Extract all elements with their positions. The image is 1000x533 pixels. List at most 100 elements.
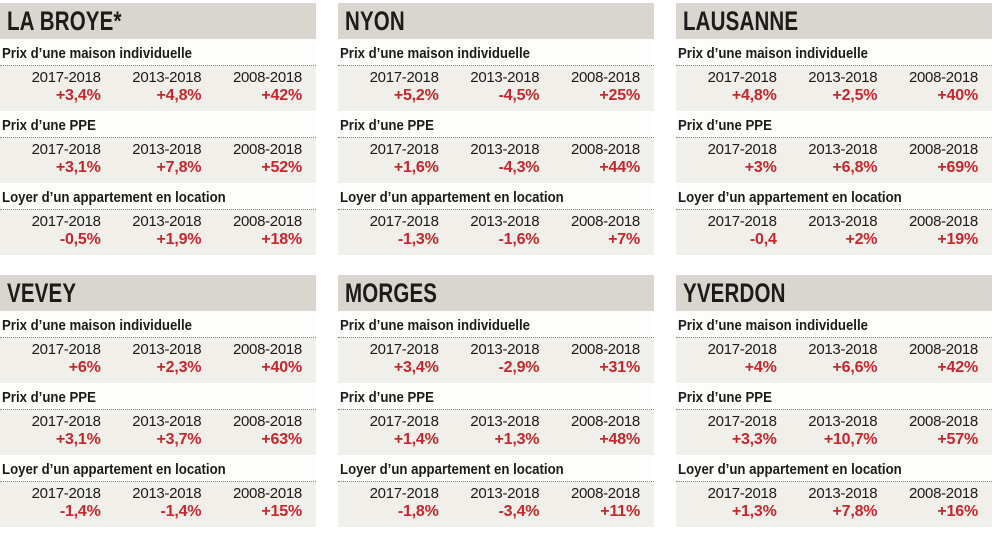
period-cell: 2017-2018 (369, 341, 439, 358)
value-cell: +6,8% (832, 159, 878, 176)
metric-section: Prix d’une PPE 2017-2018 2013-2018 2008-… (338, 383, 654, 455)
metric-label: Prix d’une maison individuelle (340, 45, 530, 62)
value-row: +4% +6,6% +42% (676, 358, 978, 377)
city-name: YVERDON (683, 277, 786, 308)
metric-label: Prix d’une PPE (340, 389, 434, 406)
value-cell: -1,4% (59, 503, 101, 520)
period-cell: 2017-2018 (707, 213, 777, 230)
metric-label: Loyer d’un appartement en location (2, 461, 226, 478)
period-cell: 2013-2018 (808, 485, 878, 502)
metric-section: Prix d’une maison individuelle 2017-2018… (0, 39, 316, 111)
value-cell: +7% (608, 231, 640, 248)
period-cell: 2017-2018 (369, 69, 439, 86)
city-panel: LAUSANNE Prix d’une maison individuelle … (676, 3, 992, 255)
panel-sections: Prix d’une maison individuelle 2017-2018… (338, 311, 654, 527)
value-cell: +40% (261, 359, 302, 376)
value-cell: +4,8% (156, 87, 202, 104)
data-block: 2017-2018 2013-2018 2008-2018 +5,2% -4,5… (338, 65, 654, 111)
metric-label-band: Prix d’une PPE (338, 111, 654, 137)
metric-label: Prix d’une PPE (340, 117, 434, 134)
metric-label: Prix d’une maison individuelle (678, 45, 868, 62)
metric-label-band: Loyer d’un appartement en location (338, 183, 654, 209)
metric-label-band: Prix d’une PPE (338, 383, 654, 409)
period-row: 2017-2018 2013-2018 2008-2018 (676, 213, 979, 230)
period-cell: 2008-2018 (908, 213, 978, 230)
value-cell: +2,3% (156, 359, 202, 376)
data-block: 2017-2018 2013-2018 2008-2018 +3,4% -2,9… (338, 337, 654, 383)
value-cell: +3,3% (731, 431, 777, 448)
value-cell: -4,5% (498, 87, 540, 104)
value-row: +3,3% +10,7% +57% (676, 430, 978, 449)
period-cell: 2008-2018 (232, 341, 302, 358)
data-block: 2017-2018 2013-2018 2008-2018 -1,8% -3,4… (338, 481, 654, 527)
metric-section: Loyer d’un appartement en location 2017-… (676, 455, 992, 527)
period-row: 2017-2018 2013-2018 2008-2018 (676, 413, 979, 430)
panel-header: YVERDON (676, 275, 992, 311)
data-block: 2017-2018 2013-2018 2008-2018 +4% +6,6% … (676, 337, 992, 383)
value-cell: +1,3% (731, 503, 777, 520)
panel-header: MORGES (338, 275, 654, 311)
value-cell: +18% (261, 231, 302, 248)
city-panel: MORGES Prix d’une maison individuelle 20… (338, 275, 654, 527)
metric-label-band: Prix d’une maison individuelle (0, 311, 316, 337)
value-cell: +52% (261, 159, 302, 176)
metric-section: Prix d’une PPE 2017-2018 2013-2018 2008-… (338, 111, 654, 183)
value-cell: +44% (599, 159, 640, 176)
value-cell: +2,5% (832, 87, 878, 104)
value-row: +3% +6,8% +69% (676, 158, 978, 177)
value-row: +3,4% +4,8% +42% (0, 86, 302, 105)
period-cell: 2008-2018 (570, 69, 640, 86)
value-cell: +7,8% (832, 503, 878, 520)
period-cell: 2013-2018 (470, 485, 540, 502)
value-cell: +1,3% (494, 431, 540, 448)
period-cell: 2013-2018 (132, 213, 202, 230)
value-row: -1,3% -1,6% +7% (338, 230, 640, 249)
period-cell: 2008-2018 (570, 141, 640, 158)
value-cell: +25% (599, 87, 640, 104)
metric-label-band: Prix d’une PPE (676, 111, 992, 137)
value-cell: -4,3% (498, 159, 540, 176)
period-cell: 2013-2018 (132, 413, 202, 430)
period-row: 2017-2018 2013-2018 2008-2018 (0, 141, 303, 158)
period-cell: 2008-2018 (232, 213, 302, 230)
value-cell: +3,1% (55, 159, 101, 176)
metric-label-band: Prix d’une PPE (676, 383, 992, 409)
city-name: LAUSANNE (683, 5, 799, 36)
period-cell: 2013-2018 (132, 485, 202, 502)
metric-label: Loyer d’un appartement en location (2, 189, 226, 206)
data-block: 2017-2018 2013-2018 2008-2018 +3,1% +7,8… (0, 137, 316, 183)
data-block: 2017-2018 2013-2018 2008-2018 -1,3% -1,6… (338, 209, 654, 255)
period-row: 2017-2018 2013-2018 2008-2018 (676, 485, 979, 502)
city-name: LA BROYE* (7, 5, 122, 36)
period-row: 2017-2018 2013-2018 2008-2018 (0, 485, 303, 502)
period-cell: 2013-2018 (808, 69, 878, 86)
value-row: +1,6% -4,3% +44% (338, 158, 640, 177)
metric-section: Loyer d’un appartement en location 2017-… (338, 183, 654, 255)
period-row: 2017-2018 2013-2018 2008-2018 (0, 341, 303, 358)
city-panel: YVERDON Prix d’une maison individuelle 2… (676, 275, 992, 527)
metric-label: Prix d’une PPE (2, 389, 96, 406)
period-row: 2017-2018 2013-2018 2008-2018 (338, 69, 641, 86)
value-cell: +3,7% (156, 431, 202, 448)
data-block: 2017-2018 2013-2018 2008-2018 -0,5% +1,9… (0, 209, 316, 255)
metric-label: Loyer d’un appartement en location (678, 461, 902, 478)
period-row: 2017-2018 2013-2018 2008-2018 (0, 413, 303, 430)
metric-section: Prix d’une maison individuelle 2017-2018… (676, 39, 992, 111)
metric-label-band: Prix d’une PPE (0, 383, 316, 409)
period-cell: 2013-2018 (470, 69, 540, 86)
data-block: 2017-2018 2013-2018 2008-2018 +6% +2,3% … (0, 337, 316, 383)
value-row: -1,8% -3,4% +11% (338, 502, 640, 521)
period-cell: 2017-2018 (707, 341, 777, 358)
metric-section: Loyer d’un appartement en location 2017-… (0, 455, 316, 527)
metric-section: Loyer d’un appartement en location 2017-… (676, 183, 992, 255)
value-cell: -2,9% (498, 359, 540, 376)
data-block: 2017-2018 2013-2018 2008-2018 +1,4% +1,3… (338, 409, 654, 455)
panel-sections: Prix d’une maison individuelle 2017-2018… (338, 39, 654, 255)
value-cell: +48% (599, 431, 640, 448)
value-row: +3,1% +3,7% +63% (0, 430, 302, 449)
period-cell: 2013-2018 (808, 213, 878, 230)
value-row: +6% +2,3% +40% (0, 358, 302, 377)
value-row: +3,1% +7,8% +52% (0, 158, 302, 177)
panel-header: LA BROYE* (0, 3, 316, 39)
